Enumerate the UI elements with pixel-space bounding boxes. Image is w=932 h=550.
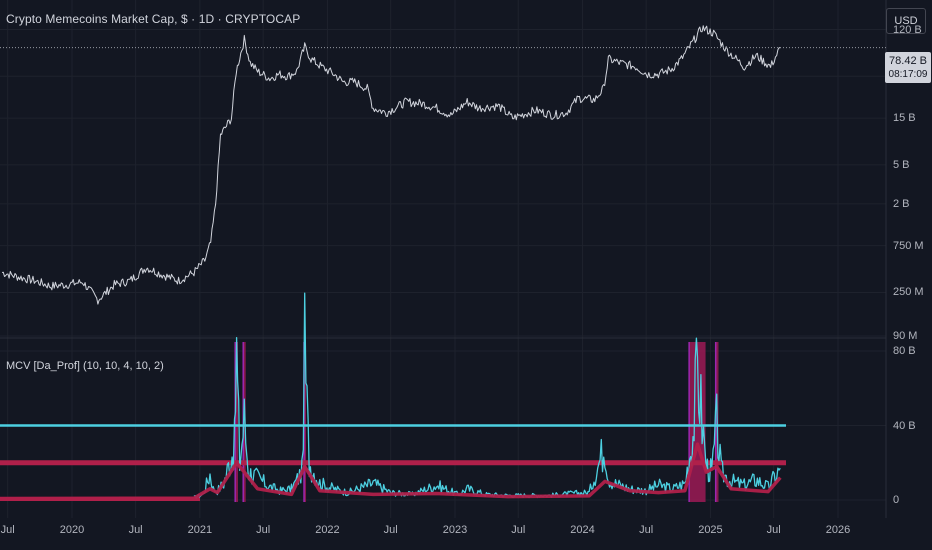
x-tick-label: 2022 (315, 524, 340, 536)
chart-title: Crypto Memecoins Market Cap, $ · 1D · CR… (6, 12, 301, 26)
x-tick-label: 2020 (59, 524, 85, 536)
x-tick-label: Jul (383, 524, 398, 536)
indicator-tick-label: 80 B (893, 345, 916, 357)
mcv-series-line (193, 292, 781, 499)
bar-countdown: 08:17:09 (888, 69, 928, 80)
x-tick-label: Jul (128, 524, 143, 536)
price-tick-label: 15 B (893, 112, 916, 125)
mcv-smoothed-line (0, 442, 782, 501)
price-tick-label: 90 M (893, 330, 918, 342)
currency-button[interactable]: USD (886, 8, 926, 34)
indicator-tick-label: 40 B (893, 419, 916, 432)
price-tick-label: 5 B (893, 158, 910, 171)
indicator-levels (0, 424, 786, 501)
x-tick-label: 2026 (825, 524, 851, 536)
price-plot (1, 25, 781, 305)
price-tick-label: 2 B (893, 197, 910, 210)
price-tick-label: 750 M (893, 239, 924, 252)
x-tick-label: Jul (639, 524, 654, 536)
x-tick-label: Jul (511, 524, 526, 536)
grid-lines (0, 0, 886, 518)
indicator-tick-label: 0 (893, 494, 900, 506)
x-tick-label: Jul (766, 524, 781, 536)
last-price-value: 78.42 B (889, 55, 927, 67)
signal-band (235, 342, 238, 502)
x-tick-label: 2024 (570, 524, 595, 536)
price-tick-label: 250 M (893, 286, 924, 299)
x-tick-label: 2021 (187, 524, 213, 536)
x-tick-label: 2023 (442, 524, 468, 536)
x-tick-label: Jul (0, 524, 15, 536)
x-tick-label: 2025 (698, 524, 723, 536)
price-series-line (1, 25, 781, 305)
x-tick-label: Jul (256, 524, 271, 536)
price-tick-label: 120 B (893, 23, 922, 36)
signal-band (304, 342, 307, 502)
indicator-lines (0, 292, 782, 501)
indicator-title[interactable]: MCV [Da_Prof] (10, 10, 4, 10, 2) (6, 360, 164, 372)
last-price-badge: 78.42 B 08:17:09 (885, 52, 931, 83)
